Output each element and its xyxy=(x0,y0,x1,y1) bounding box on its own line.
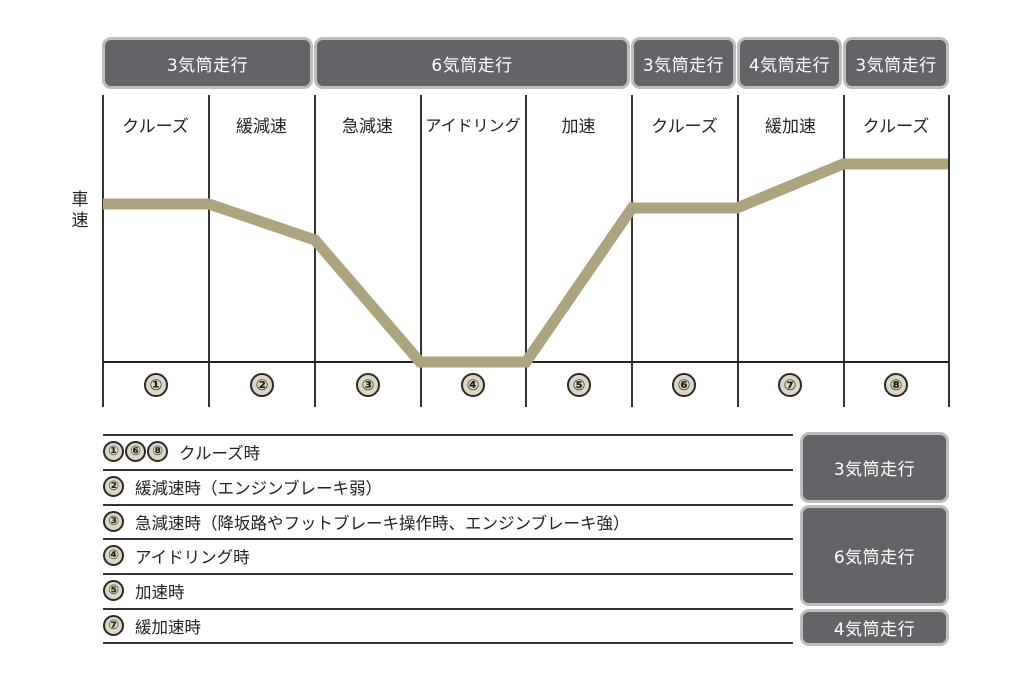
phase-label-3: 急減速 xyxy=(342,117,393,137)
phase-divider xyxy=(208,95,210,407)
phase-divider xyxy=(737,95,739,407)
mode-bar-label: 3気筒走行 xyxy=(642,55,725,76)
phase-number-6: ⑥ xyxy=(672,373,696,397)
legend-number: ⑤ xyxy=(103,580,124,601)
mode-bar-6cyl: 6気筒走行 xyxy=(314,37,630,89)
phase-number-8: ⑧ xyxy=(884,373,908,397)
phase-number-3: ③ xyxy=(356,373,380,397)
legend-number: ⑧ xyxy=(147,441,168,462)
legend-number: ① xyxy=(103,441,124,462)
legend-number: ② xyxy=(103,476,124,497)
legend-text: 急減速時（降坂路やフットブレーキ操作時、エンジンブレーキ強） xyxy=(135,513,630,533)
phase-label-7: 緩加速 xyxy=(765,117,816,137)
legend-row-slow-accel: ⑦ 緩加速時 xyxy=(103,608,793,641)
mode-bar-label: 3気筒走行 xyxy=(166,55,249,76)
legend-row-rapid-decel: ③ 急減速時（降坂路やフットブレーキ操作時、エンジンブレーキ強） xyxy=(103,504,793,537)
legend-mode-label: 4気筒走行 xyxy=(833,620,916,640)
legend-number: ④ xyxy=(103,545,124,566)
phase-number-5: ⑤ xyxy=(567,373,591,397)
legend-mode-label: 6気筒走行 xyxy=(833,548,916,568)
phase-divider xyxy=(314,95,316,407)
mode-bar-label: 3気筒走行 xyxy=(855,55,937,76)
legend-text: 緩減速時（エンジンブレーキ弱） xyxy=(135,478,383,498)
legend-number: ③ xyxy=(103,511,124,532)
mode-bar-3cyl-3: 3気筒走行 xyxy=(843,37,949,89)
phase-divider xyxy=(843,95,845,407)
legend-row-idling: ④ アイドリング時 xyxy=(103,538,793,571)
legend-text: クルーズ時 xyxy=(179,443,261,463)
legend-row-cruise: ① ⑥ ⑧ クルーズ時 xyxy=(103,434,793,467)
legend-text: 緩加速時 xyxy=(135,617,201,637)
phase-label-6: クルーズ xyxy=(651,117,718,137)
phase-label-2: 緩減速 xyxy=(236,117,287,137)
legend-number: ⑥ xyxy=(125,441,146,462)
legend-bottom-rule xyxy=(103,642,793,644)
y-axis-char: 車 xyxy=(71,190,89,210)
mode-bar-3cyl-1: 3気筒走行 xyxy=(102,37,313,89)
legend-mode-label: 3気筒走行 xyxy=(833,460,916,480)
phase-number-2: ② xyxy=(250,373,274,397)
mode-bar-3cyl-2: 3気筒走行 xyxy=(631,37,736,89)
phase-number-7: ⑦ xyxy=(778,373,802,397)
y-axis-char: 速 xyxy=(71,211,89,231)
phase-divider xyxy=(631,95,633,407)
phase-divider xyxy=(102,95,104,407)
legend-mode-4cyl: 4気筒走行 xyxy=(800,609,949,646)
phase-label-8: クルーズ xyxy=(862,117,930,137)
legend-row-slow-decel: ② 緩減速時（エンジンブレーキ弱） xyxy=(103,469,793,502)
y-axis-label: 車 速 xyxy=(70,190,90,232)
phase-label-4: アイドリング xyxy=(425,116,521,135)
legend-row-accel: ⑤ 加速時 xyxy=(103,573,793,606)
phase-divider xyxy=(525,95,527,407)
legend-text: 加速時 xyxy=(135,582,185,602)
legend-text: アイドリング時 xyxy=(135,547,250,567)
phase-number-4: ④ xyxy=(461,373,485,397)
phase-divider xyxy=(948,95,950,407)
legend-number: ⑦ xyxy=(103,615,124,636)
mode-bar-label: 4気筒走行 xyxy=(748,55,831,76)
legend-mode-6cyl: 6気筒走行 xyxy=(800,505,949,606)
mode-bar-4cyl: 4気筒走行 xyxy=(737,37,842,89)
phase-divider xyxy=(420,95,422,407)
legend-mode-3cyl: 3気筒走行 xyxy=(800,432,949,503)
mode-bar-label: 6気筒走行 xyxy=(431,55,513,76)
phase-number-1: ① xyxy=(144,373,168,397)
phase-label-5: 加速 xyxy=(561,117,596,137)
phase-label-1: クルーズ xyxy=(122,117,189,137)
